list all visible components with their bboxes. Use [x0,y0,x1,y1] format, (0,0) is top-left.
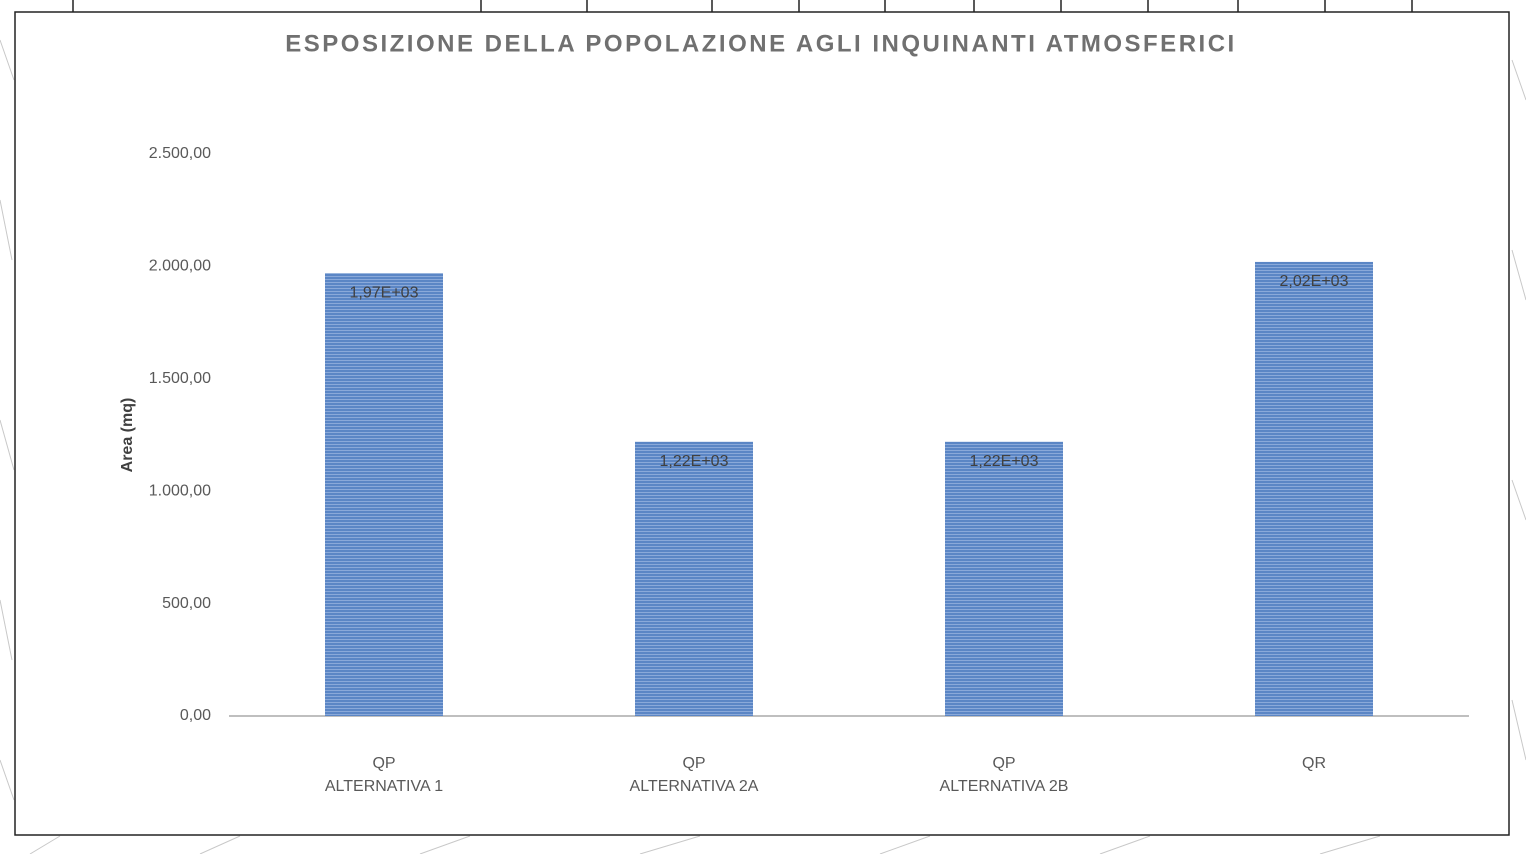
x-tick-label: ALTERNATIVA 2A [630,778,759,795]
x-tick-label: QP [372,755,395,772]
bar [635,441,753,716]
y-tick-label: 2.000,00 [149,258,211,275]
x-tick-label: ALTERNATIVA 2B [940,778,1069,795]
bar [1255,261,1373,716]
y-axis-label: Area (mq) [119,398,136,473]
value-label: 1,97E+03 [350,284,419,301]
x-tick-label: ALTERNATIVA 1 [325,778,443,795]
x-tick-label: QR [1302,755,1326,772]
y-tick-label: 1.500,00 [149,370,211,387]
x-tick-label: QP [992,755,1015,772]
y-tick-label: 1.000,00 [149,482,211,499]
y-tick-label: 2.500,00 [149,145,211,162]
x-tick-label: QP [682,755,705,772]
value-label: 1,22E+03 [970,453,1039,470]
bar [945,441,1063,716]
chart-title: ESPOSIZIONE DELLA POPOLAZIONE AGLI INQUI… [285,30,1236,57]
bar [325,273,443,716]
y-tick-label: 500,00 [162,595,211,612]
value-label: 2,02E+03 [1280,273,1349,290]
value-label: 1,22E+03 [660,453,729,470]
background-map [0,39,1526,854]
y-tick-label: 0,00 [180,707,211,724]
